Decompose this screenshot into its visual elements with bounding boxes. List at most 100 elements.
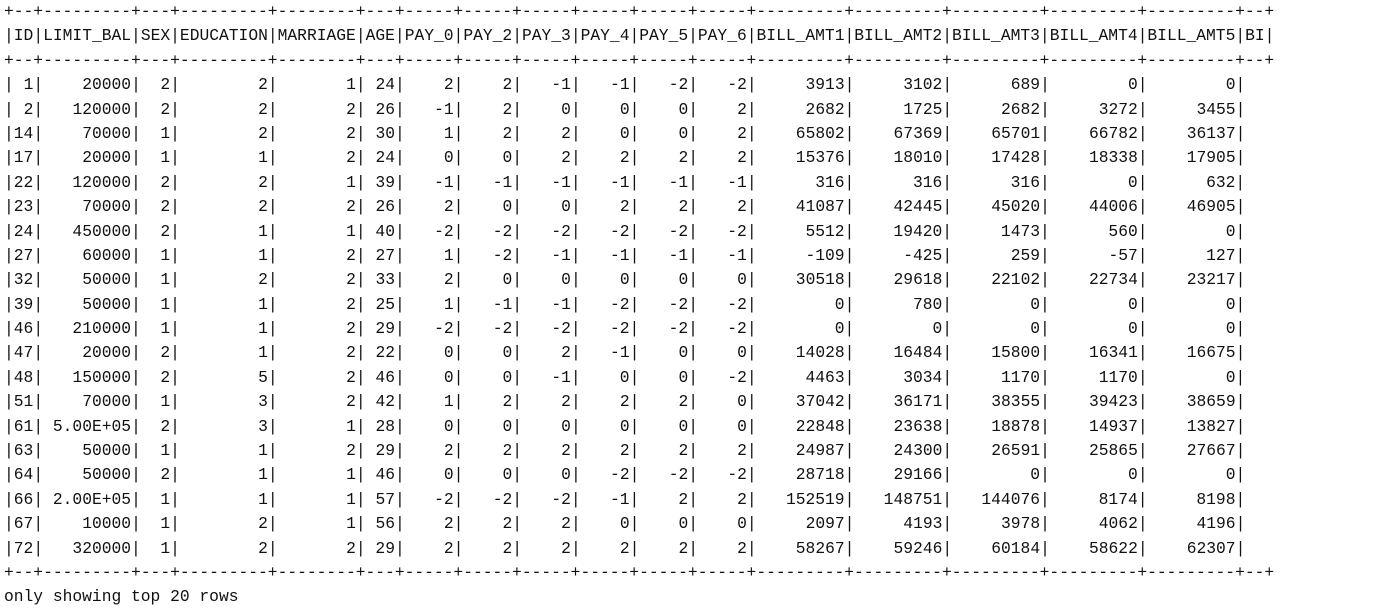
table-cell: 1	[160, 392, 171, 412]
table-cell: 63	[13, 441, 34, 461]
table-cell: 120000	[72, 99, 132, 119]
table-cell: 2	[346, 123, 356, 143]
table-cell: 0	[834, 319, 845, 339]
column-header: SEX	[140, 26, 171, 46]
table-cell: -1	[492, 172, 513, 192]
column-header: EDUCATION	[179, 26, 268, 46]
table-cell: -2	[551, 489, 571, 509]
table-cell: 2	[346, 538, 356, 558]
table-cell: -1	[610, 489, 630, 509]
table-cell: 0	[502, 270, 513, 290]
table-cell: 148751	[883, 489, 943, 509]
table-cell: -2	[727, 319, 747, 339]
table-cell: 46	[13, 319, 34, 339]
table-cell: 2	[346, 99, 356, 119]
table-cell: 1	[160, 319, 171, 339]
table-cell: 2	[160, 221, 171, 241]
table-cell: 17	[13, 148, 34, 168]
column-header: PAY_2	[463, 26, 513, 46]
table-cell: 38355	[991, 392, 1041, 412]
table-cell: 1	[258, 441, 268, 461]
table-cell: 3	[258, 416, 268, 436]
table-cell: 0	[1225, 221, 1236, 241]
table-cell: 23	[13, 197, 34, 217]
table-cell: 1	[258, 343, 268, 363]
table-cell: 316	[912, 172, 943, 192]
table-cell: 1	[346, 75, 356, 95]
table-cell: 2	[561, 538, 571, 558]
table-cell: 2	[160, 465, 171, 485]
table-row: |64| 50000| 2| 1| 1| 46| 0| 0| 0| -2| -2…	[4, 465, 1246, 485]
table-border: +--+---------+---+---------+--------+---…	[4, 562, 1275, 582]
table-cell: 62307	[1186, 538, 1236, 558]
table-cell: 50000	[82, 270, 132, 290]
table-row: |14| 70000| 1| 2| 2| 30| 1| 2| 2| 0| 0| …	[4, 123, 1246, 143]
table-cell: 26	[375, 99, 395, 119]
table-cell: 2	[502, 538, 513, 558]
table-cell: 144076	[981, 489, 1041, 509]
table-cell: 127	[1206, 245, 1236, 265]
table-cell: 0	[502, 367, 513, 387]
table-cell: 2	[160, 367, 171, 387]
table-cell: 2	[502, 123, 513, 143]
table-cell: 0	[502, 148, 513, 168]
table-cell: 22	[375, 343, 395, 363]
table-cell: 2	[619, 197, 630, 217]
table-cell: 2	[619, 538, 630, 558]
table-cell: 1	[443, 392, 454, 412]
table-cell: 2	[346, 319, 356, 339]
table-cell: 24	[375, 148, 395, 168]
table-cell: 0	[1127, 294, 1138, 314]
table-cell: 2	[346, 294, 356, 314]
table-cell: 2	[443, 441, 454, 461]
table-row: |63| 50000| 1| 1| 2| 29| 2| 2| 2| 2| 2| …	[4, 441, 1246, 461]
table-cell: 2	[737, 197, 747, 217]
table-cell: 61	[13, 416, 34, 436]
table-cell: 1725	[903, 99, 943, 119]
table-cell: 0	[737, 343, 747, 363]
table-cell: 1	[258, 489, 268, 509]
table-cell: 2	[737, 538, 747, 558]
table-cell: -2	[610, 294, 630, 314]
table-cell: -2	[492, 221, 513, 241]
table-cell: -425	[903, 245, 943, 265]
footer-note: only showing top 20 rows	[4, 587, 239, 607]
table-cell: 0	[619, 99, 630, 119]
table-cell: 4193	[903, 514, 943, 534]
table-cell: 0	[834, 294, 845, 314]
table-cell: 560	[1108, 221, 1138, 241]
table-cell: -1	[434, 99, 454, 119]
table-cell: 30	[375, 123, 395, 143]
table-cell: 2	[346, 245, 356, 265]
table-cell: 26	[375, 197, 395, 217]
table-cell: 0	[443, 416, 454, 436]
table-cell: 1	[160, 441, 171, 461]
table-cell: 2	[258, 197, 268, 217]
table-row: |23| 70000| 2| 2| 2| 26| 2| 0| 0| 2| 2| …	[4, 197, 1246, 217]
table-cell: 16484	[893, 343, 943, 363]
table-cell: 320000	[72, 538, 132, 558]
table-cell: 1	[346, 465, 356, 485]
table-cell: -2	[727, 465, 747, 485]
table-cell: 2	[678, 392, 689, 412]
table-cell: 18878	[991, 416, 1041, 436]
table-cell: -1	[434, 172, 454, 192]
table-cell: 13827	[1186, 416, 1236, 436]
table-cell: 0	[1225, 465, 1236, 485]
table-cell: 72	[13, 538, 34, 558]
table-cell: 0	[561, 465, 571, 485]
table-cell: 1	[346, 172, 356, 192]
table-cell: 36171	[893, 392, 943, 412]
table-cell: 0	[619, 123, 630, 143]
column-header: MARRIAGE	[277, 26, 356, 46]
table-cell: -1	[551, 294, 571, 314]
table-cell: 2	[561, 148, 571, 168]
table-cell: 25	[375, 294, 395, 314]
column-header: PAY_5	[639, 26, 689, 46]
table-cell: 0	[1225, 319, 1236, 339]
table-cell: -1	[551, 245, 571, 265]
table-cell: 0	[502, 465, 513, 485]
table-cell: 2	[502, 392, 513, 412]
table-cell: -2	[668, 319, 689, 339]
table-cell: 2	[619, 148, 630, 168]
